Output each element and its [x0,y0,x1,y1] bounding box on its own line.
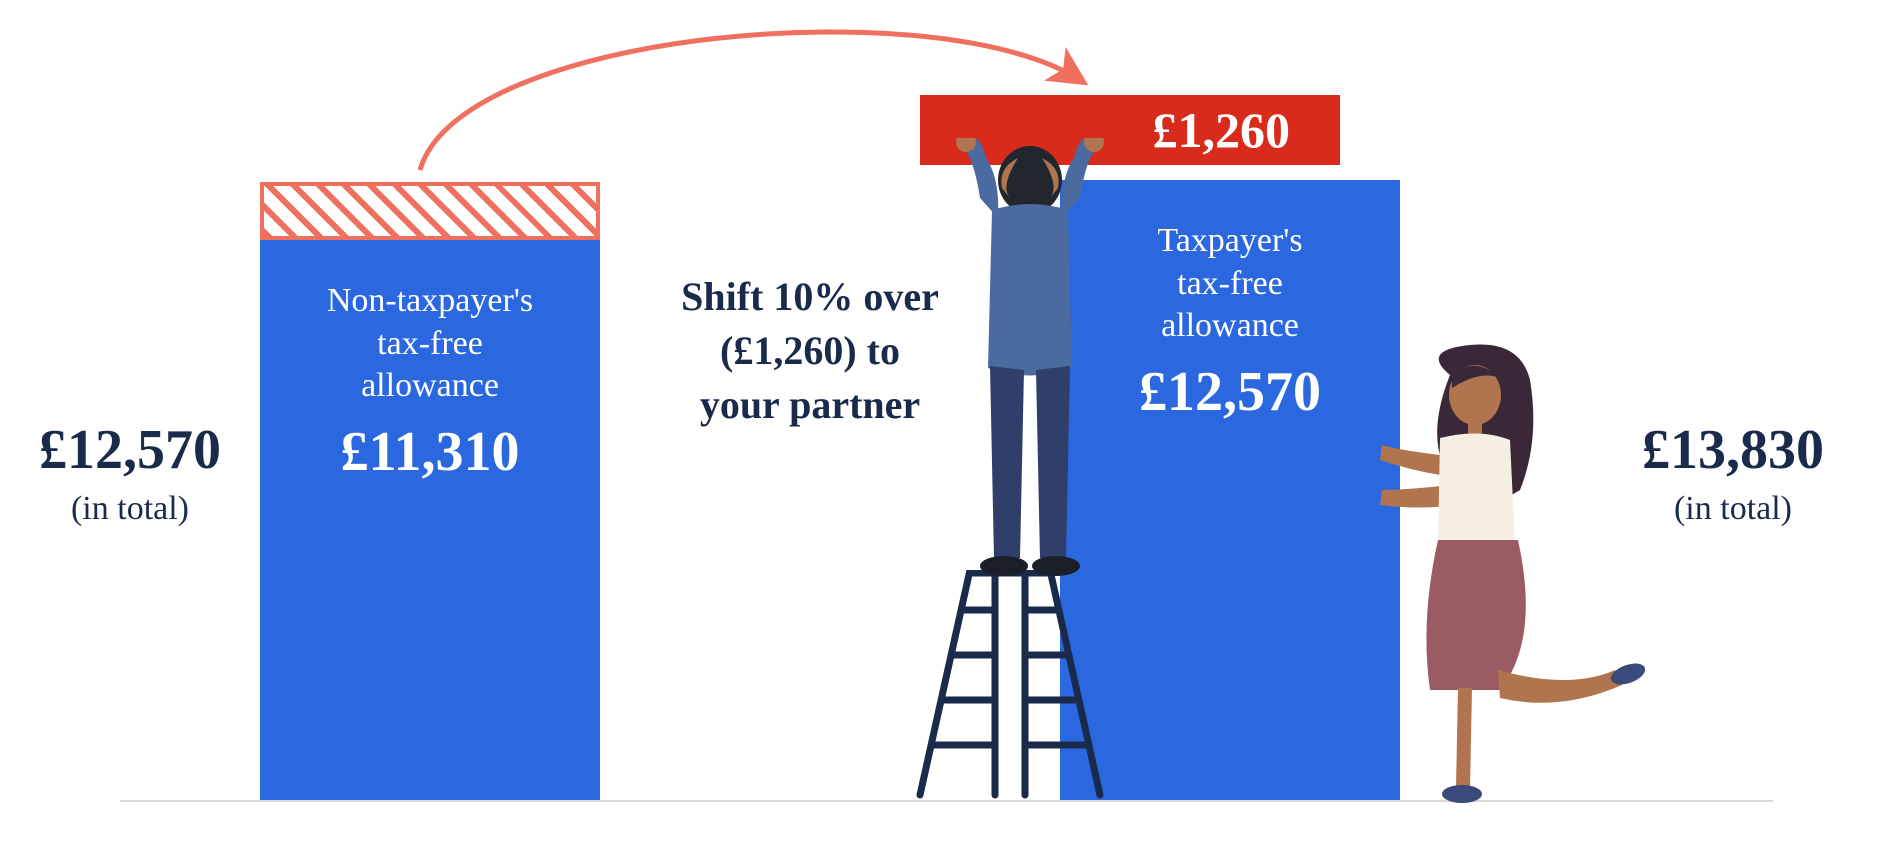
person-man-icon [940,138,1120,618]
right-bar-title-l1: Taxpayer's [1157,222,1302,259]
infographic-stage: £12,570 (in total) £13,830 (in total) No… [0,0,1893,862]
left-bar-blue: Non-taxpayer's tax-free allowance £11,31… [260,240,600,800]
left-total-note: (in total) [20,490,240,528]
right-bar-title: Taxpayer's tax-free allowance [1147,220,1312,348]
center-text-l1: Shift 10% over [681,274,939,319]
left-total-label: £12,570 (in total) [20,420,240,528]
transfer-amount: £1,260 [1153,101,1291,159]
left-bar-title: Non-taxpayer's tax-free allowance [317,280,543,408]
left-bar-amount: £11,310 [341,420,520,484]
person-woman-icon [1380,340,1680,810]
left-bar-title-l2: tax-free [377,325,483,362]
right-bar-title-l2: tax-free [1177,265,1283,302]
left-bar-title-l1: Non-taxpayer's [327,282,533,319]
center-text-l2: (£1,260) to [720,328,900,373]
right-bar-title-l3: allowance [1161,307,1299,344]
left-bar-title-l3: allowance [361,367,499,404]
left-total-amount: £12,570 [20,420,240,482]
right-bar-amount: £12,570 [1139,360,1321,424]
left-bar: Non-taxpayer's tax-free allowance £11,31… [260,182,600,800]
center-text-l3: your partner [700,382,920,427]
